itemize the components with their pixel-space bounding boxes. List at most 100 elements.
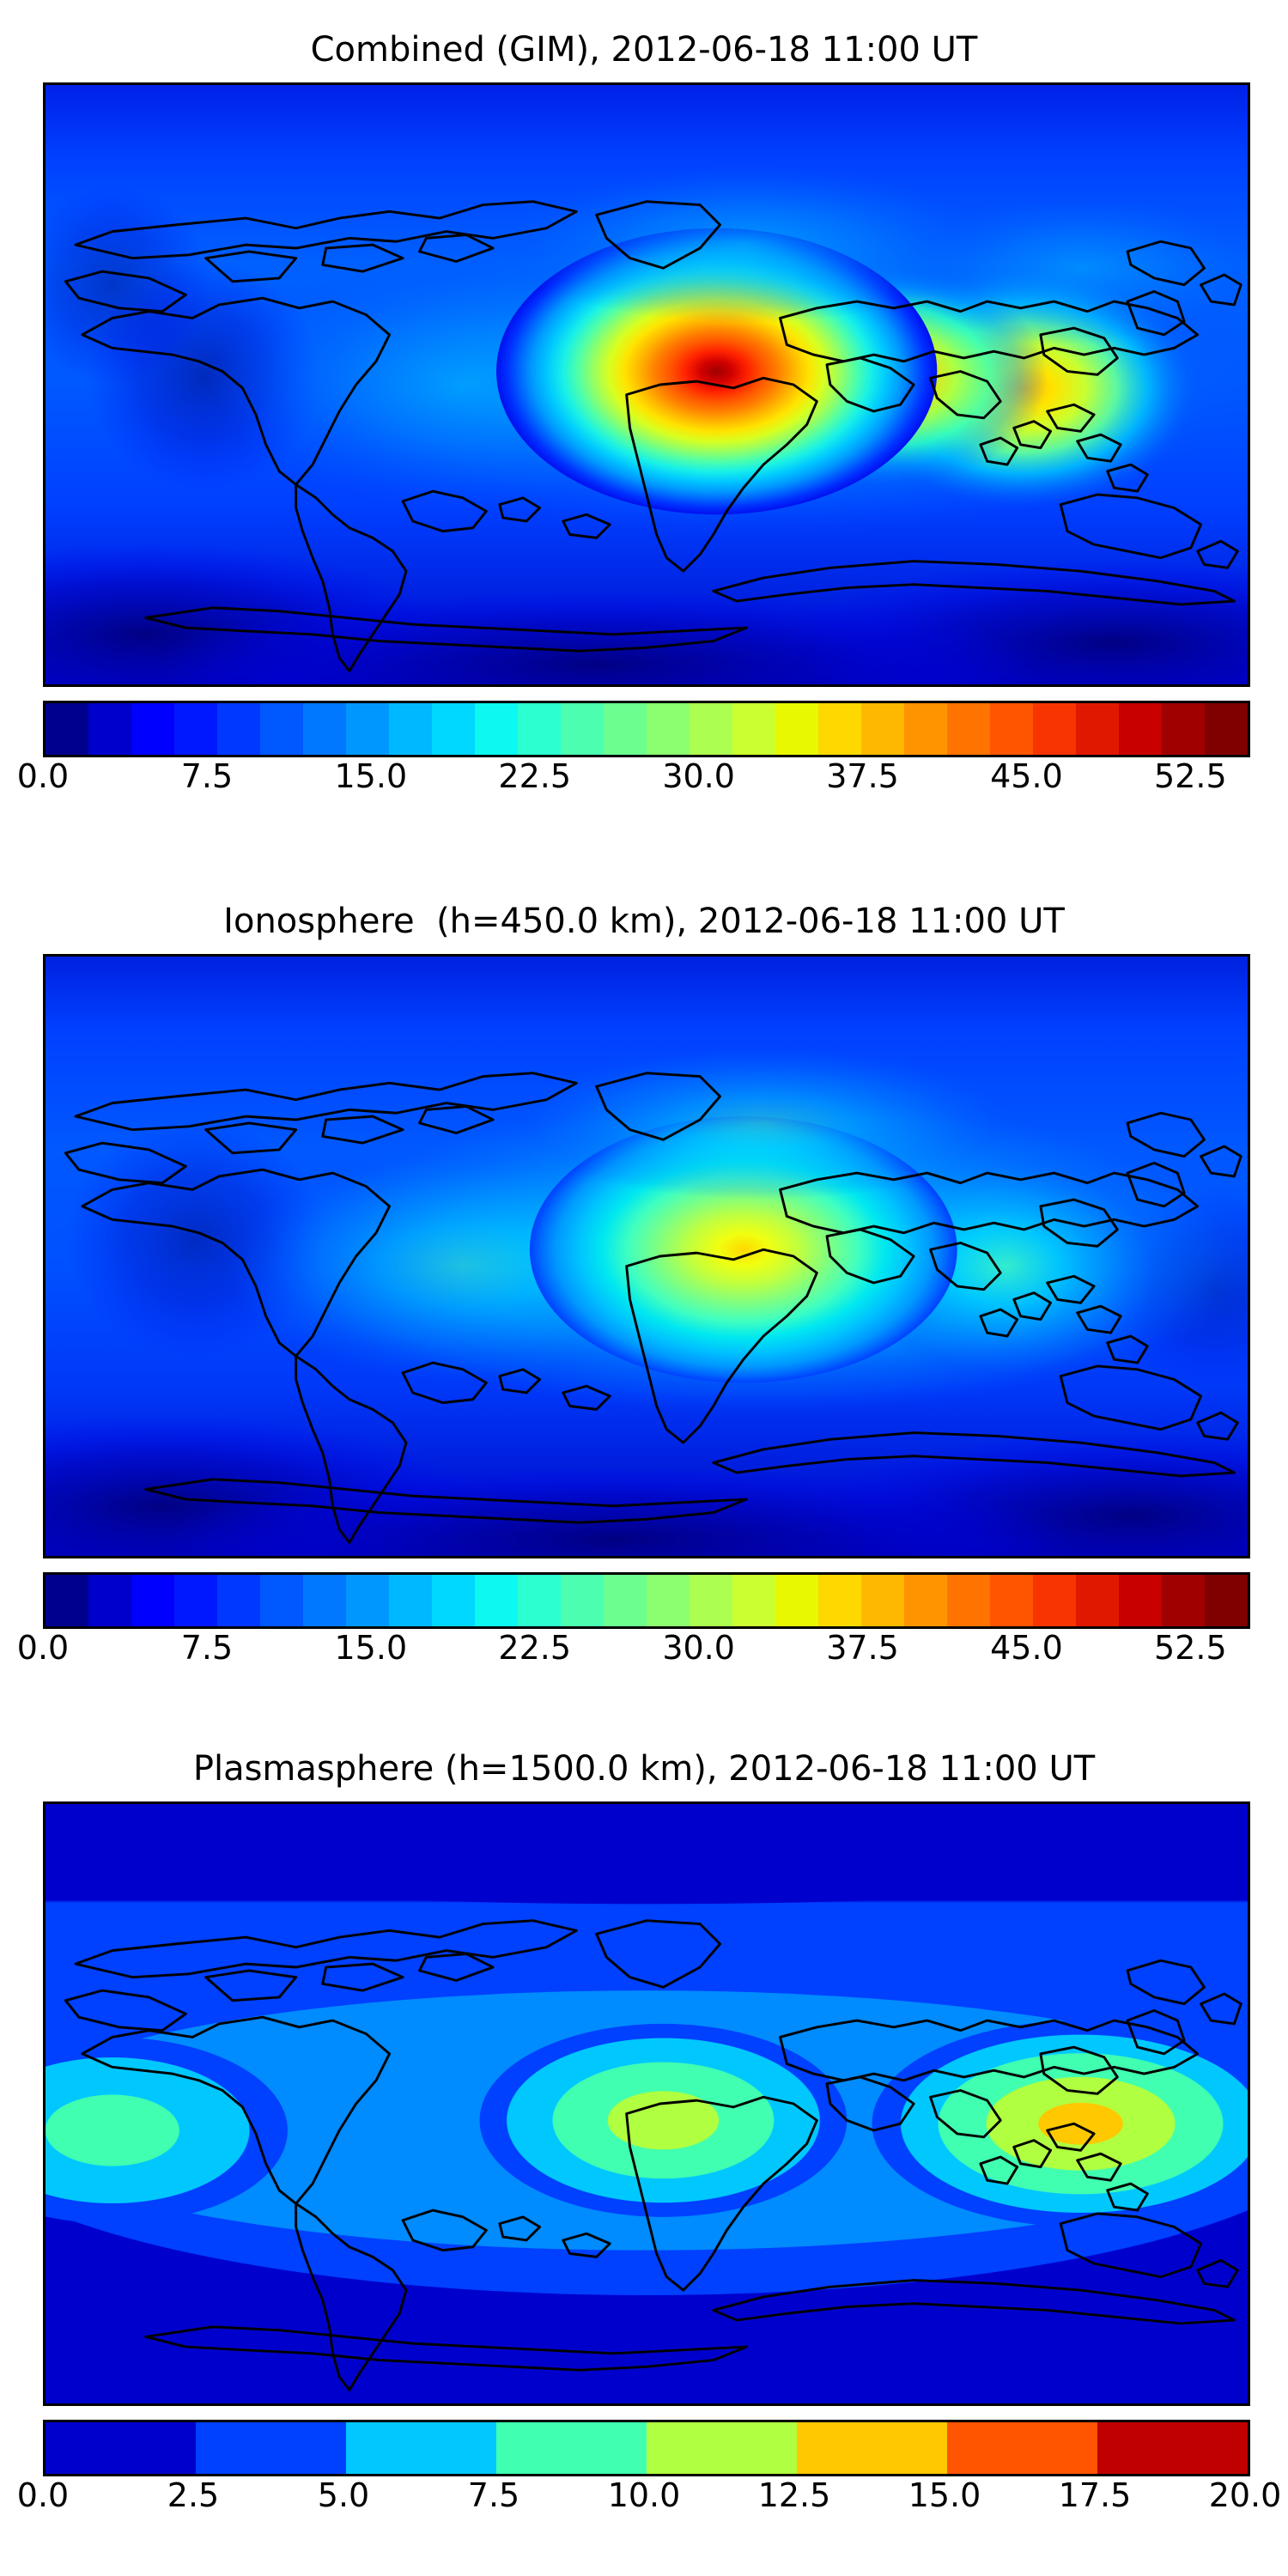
colorbar-band: [647, 1575, 690, 1626]
colorbar-combined-ticklabels: 0.0 7.5 15.0 22.5 30.0 37.5 45.0 52.5: [17, 757, 1245, 802]
colorbar-plasmasphere-wrap: 0.0 2.5 5.0 7.5 10.0 12.5 15.0 17.5 20.0: [17, 2420, 1281, 2521]
colorbar-band: [196, 2422, 347, 2474]
colorbar-tick-label: 17.5: [1058, 2476, 1132, 2514]
colorbar-band: [990, 1575, 1034, 1626]
colorbar-band: [174, 1575, 218, 1626]
coastlines-combined: [64, 200, 1242, 672]
colorbar-tick-label: 5.0: [317, 2476, 370, 2514]
colorbar-band: [818, 703, 862, 755]
colorbar-tick-label: 7.5: [180, 1629, 234, 1667]
map-combined-field: [46, 85, 1248, 684]
colorbar-band: [389, 1575, 433, 1626]
colorbar-band: [1076, 1575, 1120, 1626]
colorbar-tick-label: 0.0: [16, 2476, 70, 2514]
colorbar-band: [174, 703, 218, 755]
colorbar-tick-label: 45.0: [990, 1629, 1063, 1667]
colorbar-band: [346, 703, 390, 755]
colorbar-band: [131, 703, 175, 755]
colorbar-plasmasphere-bands: [46, 2422, 1248, 2474]
colorbar-band: [131, 1575, 175, 1626]
map-plasmasphere-wrap: [43, 1801, 1250, 2406]
colorbar-tick-label: 20.0: [1208, 2476, 1282, 2514]
colorbar-band: [947, 2422, 1098, 2474]
colorbar-band: [1033, 1575, 1077, 1626]
colorbar-band: [346, 1575, 390, 1626]
colorbar-band: [1033, 703, 1077, 755]
colorbar-tick-label: 37.5: [826, 757, 899, 795]
colorbar-tick-label: 37.5: [826, 1629, 899, 1667]
colorbar-tick-label: 7.5: [467, 2476, 520, 2514]
colorbar-band: [732, 1575, 776, 1626]
colorbar-band: [904, 703, 948, 755]
colorbar-combined-bands: [46, 703, 1248, 755]
colorbar-ionosphere-bands: [46, 1575, 1248, 1626]
colorbar-band: [690, 703, 733, 755]
colorbar-band: [1076, 703, 1120, 755]
colorbar-tick-label: 52.5: [1154, 1629, 1227, 1667]
map-ionosphere: [43, 954, 1250, 1558]
colorbar-tick-label: 30.0: [662, 1629, 735, 1667]
colorbar-band: [561, 703, 605, 755]
colorbar-band: [475, 1575, 519, 1626]
colorbar-combined-wrap: 0.0 7.5 15.0 22.5 30.0 37.5 45.0 52.5: [17, 701, 1250, 802]
colorbar-tick-label: 15.0: [334, 1629, 408, 1667]
colorbar-band: [797, 2422, 948, 2474]
map-combined-wrap: [43, 82, 1250, 687]
colorbar-tick-label: 15.0: [334, 757, 408, 795]
colorbar-band: [260, 703, 304, 755]
colorbar-band: [46, 1575, 89, 1626]
colorbar-band: [1162, 1575, 1206, 1626]
colorbar-band: [904, 1575, 948, 1626]
colorbar-ionosphere[interactable]: [43, 1572, 1250, 1629]
colorbar-band: [690, 1575, 733, 1626]
colorbar-band: [1097, 2422, 1248, 2474]
colorbar-band: [775, 1575, 819, 1626]
colorbar-band: [432, 703, 476, 755]
colorbar-band: [947, 1575, 991, 1626]
colorbar-tick-label: 52.5: [1154, 757, 1227, 795]
colorbar-tick-label: 30.0: [662, 757, 735, 795]
colorbar-band: [518, 1575, 562, 1626]
panel-plasmasphere: Plasmasphere (h=1500.0 km), 2012-06-18 1…: [0, 1752, 1288, 2521]
colorbar-band: [518, 703, 562, 755]
colorbar-band: [496, 2422, 647, 2474]
colorbar-tick-label: 0.0: [16, 1629, 70, 1667]
colorbar-band: [1205, 703, 1248, 755]
colorbar-band: [217, 703, 261, 755]
map-ionosphere-wrap: [43, 954, 1250, 1558]
colorbar-band: [604, 1575, 647, 1626]
colorbar-band: [217, 1575, 261, 1626]
colorbar-band: [389, 703, 433, 755]
panel-title-combined: Combined (GIM), 2012-06-18 11:00 UT: [310, 30, 978, 70]
colorbar-band: [732, 703, 776, 755]
colorbar-band: [303, 1575, 347, 1626]
colorbar-band: [46, 703, 89, 755]
colorbar-band: [1205, 1575, 1248, 1626]
colorbar-tick-label: 10.0: [607, 2476, 681, 2514]
colorbar-ionosphere-wrap: 0.0 7.5 15.0 22.5 30.0 37.5 45.0 52.5: [17, 1572, 1250, 1674]
coastlines-plasmasphere: [64, 1919, 1242, 2391]
colorbar-band: [818, 1575, 862, 1626]
colorbar-tick-label: 12.5: [757, 2476, 831, 2514]
map-combined: [43, 82, 1250, 687]
colorbar-band: [647, 2422, 798, 2474]
colorbar-band: [260, 1575, 304, 1626]
colorbar-tick-label: 22.5: [498, 757, 572, 795]
colorbar-band: [1119, 703, 1163, 755]
colorbar-tick-label: 2.5: [167, 2476, 220, 2514]
colorbar-combined[interactable]: [43, 701, 1250, 757]
colorbar-band: [1119, 1575, 1163, 1626]
map-ionosphere-field: [46, 957, 1248, 1556]
colorbar-plasmasphere[interactable]: [43, 2420, 1250, 2476]
map-plasmasphere: [43, 1801, 1250, 2406]
colorbar-band: [990, 703, 1034, 755]
colorbar-band: [861, 1575, 905, 1626]
colorbar-band: [88, 1575, 132, 1626]
map-plasmasphere-field: [46, 1804, 1248, 2403]
colorbar-tick-label: 15.0: [908, 2476, 981, 2514]
colorbar-tick-label: 45.0: [990, 757, 1063, 795]
colorbar-band: [561, 1575, 605, 1626]
colorbar-tick-label: 7.5: [180, 757, 234, 795]
colorbar-band: [303, 703, 347, 755]
colorbar-band: [604, 703, 647, 755]
